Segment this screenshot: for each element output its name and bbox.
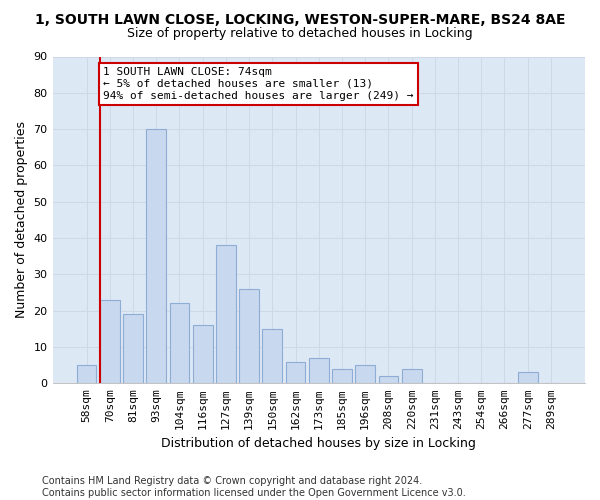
Text: Size of property relative to detached houses in Locking: Size of property relative to detached ho…: [127, 28, 473, 40]
Y-axis label: Number of detached properties: Number of detached properties: [15, 122, 28, 318]
Bar: [286, 362, 305, 384]
Bar: [379, 376, 398, 384]
Bar: [332, 369, 352, 384]
Bar: [100, 300, 119, 384]
Bar: [146, 129, 166, 384]
Text: 1 SOUTH LAWN CLOSE: 74sqm
← 5% of detached houses are smaller (13)
94% of semi-d: 1 SOUTH LAWN CLOSE: 74sqm ← 5% of detach…: [103, 68, 414, 100]
Bar: [77, 365, 97, 384]
X-axis label: Distribution of detached houses by size in Locking: Distribution of detached houses by size …: [161, 437, 476, 450]
Bar: [170, 304, 190, 384]
Bar: [518, 372, 538, 384]
Bar: [216, 246, 236, 384]
Text: Contains HM Land Registry data © Crown copyright and database right 2024.
Contai: Contains HM Land Registry data © Crown c…: [42, 476, 466, 498]
Bar: [309, 358, 329, 384]
Bar: [355, 365, 375, 384]
Bar: [123, 314, 143, 384]
Bar: [402, 369, 422, 384]
Text: 1, SOUTH LAWN CLOSE, LOCKING, WESTON-SUPER-MARE, BS24 8AE: 1, SOUTH LAWN CLOSE, LOCKING, WESTON-SUP…: [35, 12, 565, 26]
Bar: [239, 289, 259, 384]
Bar: [262, 329, 282, 384]
Bar: [193, 325, 212, 384]
